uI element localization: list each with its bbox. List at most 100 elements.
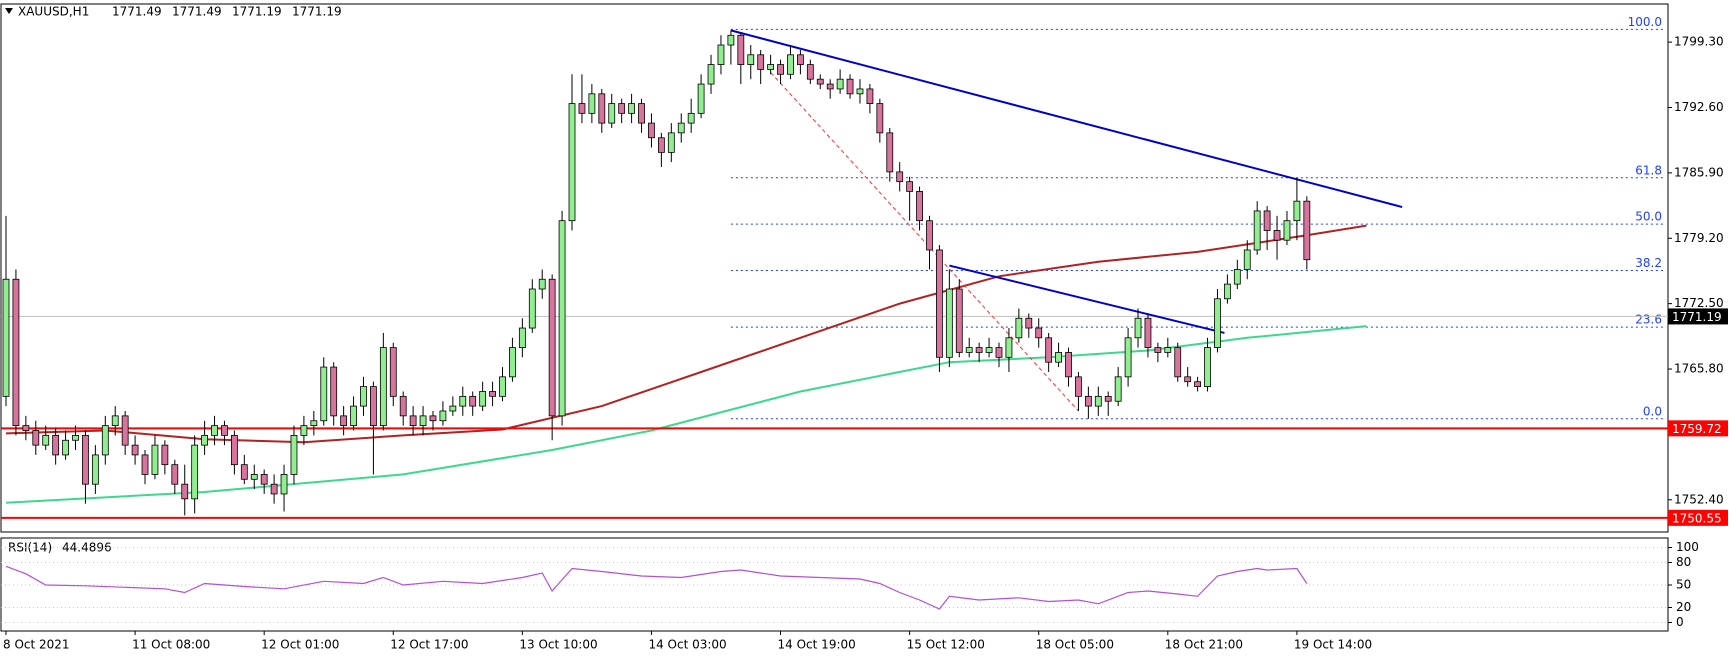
candle-body — [876, 103, 884, 134]
candle-body — [1124, 337, 1132, 378]
candle-body — [1075, 376, 1082, 397]
level-box — [1668, 509, 1728, 526]
candle-body — [896, 171, 904, 183]
candle-body — [310, 420, 318, 427]
candle-body — [389, 347, 397, 397]
candle-body — [767, 64, 775, 70]
fib-label: 61.8 — [1635, 163, 1662, 177]
candle-body — [518, 327, 526, 348]
candle-body — [1015, 317, 1023, 339]
rsi-title: RSI(14) — [8, 541, 52, 555]
rsi-tick-label: 0 — [1676, 615, 1684, 629]
candle-body — [1094, 395, 1102, 407]
rsi-current: 44.4896 — [62, 541, 112, 555]
candle-body — [955, 288, 963, 353]
y-tick-label: 1792.60 — [1674, 100, 1724, 114]
candle-body — [1065, 352, 1072, 378]
candle-body — [995, 347, 1003, 358]
candle-body — [479, 391, 487, 407]
candle-body — [161, 444, 169, 466]
candle-body — [687, 112, 695, 124]
candle-body — [797, 54, 804, 65]
candle-body — [230, 434, 238, 466]
candle-body — [399, 395, 407, 417]
rsi-tick-label: 50 — [1676, 578, 1691, 592]
candle-body — [667, 132, 675, 153]
candle-body — [2, 278, 10, 397]
candle-body — [975, 347, 983, 353]
candle-body — [141, 454, 149, 475]
fib-label: 50.0 — [1635, 210, 1662, 224]
candle-body — [1025, 317, 1033, 329]
x-tick-label: 14 Oct 19:00 — [778, 638, 856, 652]
quote-value: 1771.19 — [292, 5, 342, 19]
candle-body — [439, 410, 447, 422]
candle-body — [22, 425, 30, 431]
x-tick-label: 11 Oct 08:00 — [132, 638, 210, 652]
candle-body — [1273, 230, 1281, 241]
candle-body — [201, 434, 209, 446]
rsi-tick-label: 100 — [1676, 540, 1699, 554]
candle-body — [429, 415, 437, 422]
candle-body — [856, 88, 864, 95]
candle-body — [1223, 283, 1231, 300]
y-tick-label: 1785.90 — [1674, 165, 1724, 179]
y-tick-label: 1752.40 — [1674, 492, 1724, 506]
candle-body — [866, 88, 874, 104]
candle-body — [787, 54, 794, 75]
candle-body — [1154, 347, 1162, 353]
last-price-box — [1668, 308, 1728, 325]
candle-body — [1184, 376, 1192, 383]
candle-body — [985, 347, 993, 353]
candle-body — [836, 78, 844, 90]
candle-body — [409, 415, 417, 427]
candle-body — [360, 386, 367, 407]
candle-body — [459, 395, 467, 407]
candle-body — [62, 439, 69, 456]
quote-value: 1771.49 — [172, 5, 222, 19]
level-label: 1759.72 — [1672, 422, 1722, 436]
candle-body — [221, 425, 228, 436]
candle-body — [628, 103, 635, 114]
fib-label: 100.0 — [1628, 15, 1662, 29]
candle-body — [648, 122, 655, 139]
x-tick-label: 12 Oct 01:00 — [261, 638, 339, 652]
candle-body — [350, 405, 357, 427]
candle-body — [558, 220, 566, 417]
candle-body — [548, 278, 556, 417]
candle-body — [1283, 220, 1291, 241]
level-box — [1668, 420, 1728, 437]
candle-body — [82, 434, 89, 485]
candle-body — [379, 347, 387, 427]
candle-body — [1055, 352, 1062, 363]
candle-body — [1005, 337, 1013, 358]
candle-body — [1035, 327, 1043, 339]
candle-body — [211, 425, 218, 436]
quote-value: 1771.19 — [232, 5, 282, 19]
candle-body — [1293, 200, 1301, 222]
candle-body — [677, 122, 685, 134]
candle-body — [568, 103, 576, 222]
candle-body — [727, 34, 735, 46]
x-tick-label: 19 Oct 14:00 — [1294, 638, 1372, 652]
candle-body — [1214, 298, 1221, 348]
candle-body — [846, 78, 854, 95]
candle-body — [340, 415, 348, 427]
candle-body — [826, 83, 834, 90]
trendline — [770, 72, 1079, 412]
trendline — [730, 29, 1403, 208]
candle-body — [320, 366, 328, 422]
y-tick-label: 1772.50 — [1674, 296, 1724, 310]
candle-body — [906, 181, 914, 192]
candle-body — [489, 391, 496, 397]
candle-body — [638, 103, 645, 124]
x-tick-label: 14 Oct 03:00 — [648, 638, 726, 652]
candle-body — [330, 366, 338, 417]
fib-label: 23.6 — [1635, 313, 1662, 327]
candle-body — [578, 103, 586, 114]
x-tick-label: 8 Oct 2021 — [3, 638, 70, 652]
last-price-label: 1771.19 — [1672, 310, 1722, 324]
collapse-arrow — [5, 8, 13, 14]
